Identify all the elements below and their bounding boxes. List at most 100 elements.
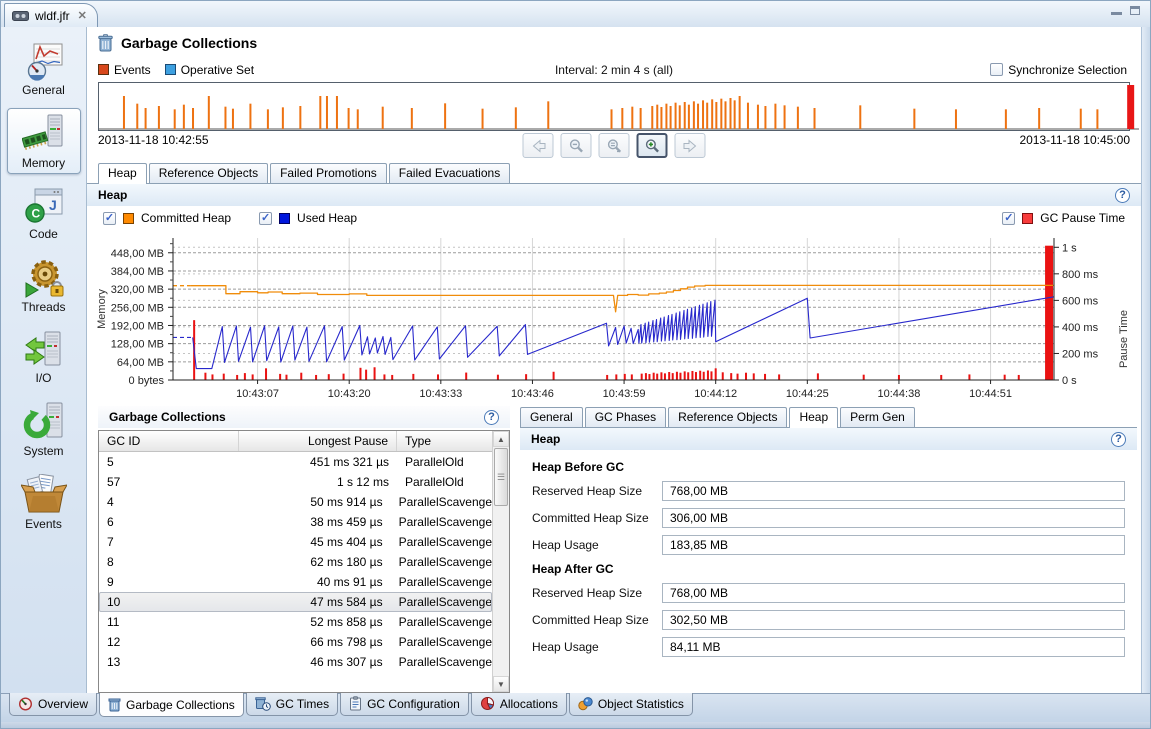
- table-row[interactable]: 940 ms 91 µsParallelScavenge: [99, 572, 492, 592]
- help-icon[interactable]: [1111, 432, 1126, 447]
- tab-reference-objects[interactable]: Reference Objects: [149, 163, 268, 183]
- table-row[interactable]: 745 ms 404 µsParallelScavenge: [99, 532, 492, 552]
- tab-object-statistics[interactable]: Object Statistics: [569, 693, 693, 716]
- scrollbar-thumb[interactable]: ☰: [494, 448, 508, 506]
- tab-overview[interactable]: Overview: [9, 693, 97, 716]
- heap-chart-svg[interactable]: 448,00 MB384,00 MB320,00 MB256,00 MB192,…: [91, 232, 1137, 404]
- threads-icon: [22, 257, 66, 299]
- editor-tab-wldf[interactable]: wldf.jfr ✕: [4, 3, 98, 27]
- tab-general[interactable]: General: [520, 407, 583, 427]
- events-icon: [21, 474, 67, 516]
- table-row[interactable]: 1047 ms 584 µsParallelScavenge: [99, 592, 492, 612]
- tab-garbage-collections[interactable]: Garbage Collections: [99, 693, 244, 717]
- sidebar-item-general[interactable]: General: [7, 37, 81, 101]
- sidebar-item-code[interactable]: J C Code: [7, 181, 81, 245]
- sidebar-item-threads[interactable]: Threads: [7, 252, 81, 318]
- column-longest-pause[interactable]: Longest Pause: [239, 431, 397, 451]
- table-row[interactable]: 1152 ms 858 µsParallelScavenge: [99, 612, 492, 632]
- tab-heap[interactable]: Heap: [98, 163, 147, 184]
- sidebar-item-io[interactable]: I/O: [7, 325, 81, 389]
- editor-tab-strip: wldf.jfr ✕: [1, 1, 1150, 27]
- window-bottom-edge: [1, 722, 1150, 728]
- field-label: Reserved Heap Size: [532, 586, 662, 600]
- events-legend[interactable]: Events: [98, 63, 151, 77]
- longest-pause-cell: 1 s 12 ms: [239, 475, 397, 489]
- tab-allocations[interactable]: Allocations: [471, 693, 567, 716]
- tab-heap-detail[interactable]: Heap: [789, 407, 838, 428]
- committed-heap-checkbox[interactable]: [103, 212, 116, 225]
- column-type[interactable]: Type: [397, 431, 492, 451]
- svg-text:1 s: 1 s: [1062, 242, 1077, 254]
- back-button[interactable]: [523, 133, 554, 158]
- svg-text:128,00 MB: 128,00 MB: [111, 339, 164, 351]
- committed-heap-size-after-field[interactable]: 302,50 MB: [662, 610, 1125, 630]
- committed-heap-color-chip: [123, 213, 134, 224]
- minimize-icon[interactable]: [1111, 6, 1122, 15]
- events-color-chip: [98, 64, 109, 75]
- memory-icon: [22, 113, 66, 155]
- table-row[interactable]: 1266 ms 798 µsParallelScavenge: [99, 632, 492, 652]
- gc-pause-time-checkbox[interactable]: [1002, 212, 1015, 225]
- gc-list-panel: Garbage Collections GC ID Longest Pause …: [98, 406, 510, 693]
- synchronize-selection-label: Synchronize Selection: [1008, 63, 1127, 77]
- svg-text:600 ms: 600 ms: [1062, 295, 1099, 307]
- scroll-up-icon[interactable]: ▲: [493, 431, 509, 447]
- heap-detail-form: Heap Before GC Reserved Heap Size 768,00…: [520, 450, 1137, 664]
- sidebar-item-memory[interactable]: Memory: [7, 108, 81, 174]
- table-row[interactable]: 638 ms 459 µsParallelScavenge: [99, 512, 492, 532]
- table-row[interactable]: 571 s 12 msParallelOld: [99, 472, 492, 492]
- garbage-collections-icon: [108, 697, 121, 712]
- timeline-svg[interactable]: [99, 83, 1139, 130]
- used-heap-checkbox[interactable]: [259, 212, 272, 225]
- scroll-down-icon[interactable]: ▼: [493, 676, 509, 692]
- tab-gc-phases[interactable]: GC Phases: [585, 407, 666, 427]
- synchronize-selection-checkbox[interactable]: [990, 63, 1003, 76]
- type-cell: ParallelScavenge: [391, 495, 492, 509]
- committed-heap-label: Committed Heap: [141, 211, 231, 225]
- table-row[interactable]: 450 ms 914 µsParallelScavenge: [99, 492, 492, 512]
- help-icon[interactable]: [484, 410, 499, 425]
- sidebar-item-label: Threads: [21, 300, 65, 314]
- heap-usage-after-field[interactable]: 84,11 MB: [662, 637, 1125, 657]
- recording-timeline[interactable]: [98, 82, 1130, 131]
- forward-button[interactable]: [675, 133, 706, 158]
- sidebar-item-events[interactable]: Events: [7, 469, 81, 535]
- table-row[interactable]: 862 ms 180 µsParallelScavenge: [99, 552, 492, 572]
- tab-gc-configuration[interactable]: GC Configuration: [340, 693, 469, 716]
- page-tab-bar: Overview Garbage Collections GC Times GC…: [1, 693, 1150, 722]
- tab-reference-objects-detail[interactable]: Reference Objects: [668, 407, 787, 427]
- type-cell: ParallelScavenge: [391, 575, 492, 589]
- reset-zoom-button[interactable]: [599, 133, 630, 158]
- gc-table-scrollbar[interactable]: ▲ ☰ ▼: [492, 431, 509, 692]
- type-cell: ParallelOld: [397, 475, 492, 489]
- reserved-heap-size-after-field[interactable]: 768,00 MB: [662, 583, 1125, 603]
- heap-usage-before-field[interactable]: 183,85 MB: [662, 535, 1125, 555]
- tab-failed-promotions[interactable]: Failed Promotions: [270, 163, 387, 183]
- help-icon[interactable]: [1115, 188, 1130, 203]
- svg-text:64,00 MB: 64,00 MB: [117, 357, 164, 369]
- field-label: Heap Usage: [532, 640, 662, 654]
- maximize-icon[interactable]: [1130, 6, 1140, 15]
- system-icon: [23, 401, 65, 443]
- committed-heap-size-before-field[interactable]: 306,00 MB: [662, 508, 1125, 528]
- detail-section-header: Heap: [520, 428, 1137, 450]
- svg-text:320,00 MB: 320,00 MB: [111, 284, 164, 296]
- zoom-in-button[interactable]: [637, 133, 668, 158]
- reserved-heap-size-before-field[interactable]: 768,00 MB: [662, 481, 1125, 501]
- tab-failed-evacuations[interactable]: Failed Evacuations: [389, 163, 510, 183]
- field-label: Heap Usage: [532, 538, 662, 552]
- close-tab-icon[interactable]: ✕: [78, 9, 87, 22]
- svg-text:Memory: Memory: [96, 289, 108, 329]
- heap-section-title: Heap: [98, 188, 127, 202]
- svg-text:800 ms: 800 ms: [1062, 269, 1099, 281]
- column-gc-id[interactable]: GC ID: [99, 431, 239, 451]
- table-row[interactable]: 5451 ms 321 µsParallelOld: [99, 452, 492, 472]
- zoom-out-button[interactable]: [561, 133, 592, 158]
- tab-perm-gen[interactable]: Perm Gen: [840, 407, 915, 427]
- sidebar-item-system[interactable]: System: [7, 396, 81, 462]
- tab-gc-times[interactable]: GC Times: [246, 693, 338, 716]
- operative-set-legend[interactable]: Operative Set: [165, 63, 254, 77]
- longest-pause-cell: 52 ms 858 µs: [236, 615, 391, 629]
- table-row[interactable]: 1346 ms 307 µsParallelScavenge: [99, 652, 492, 672]
- heap-chart[interactable]: 448,00 MB384,00 MB320,00 MB256,00 MB192,…: [87, 230, 1141, 404]
